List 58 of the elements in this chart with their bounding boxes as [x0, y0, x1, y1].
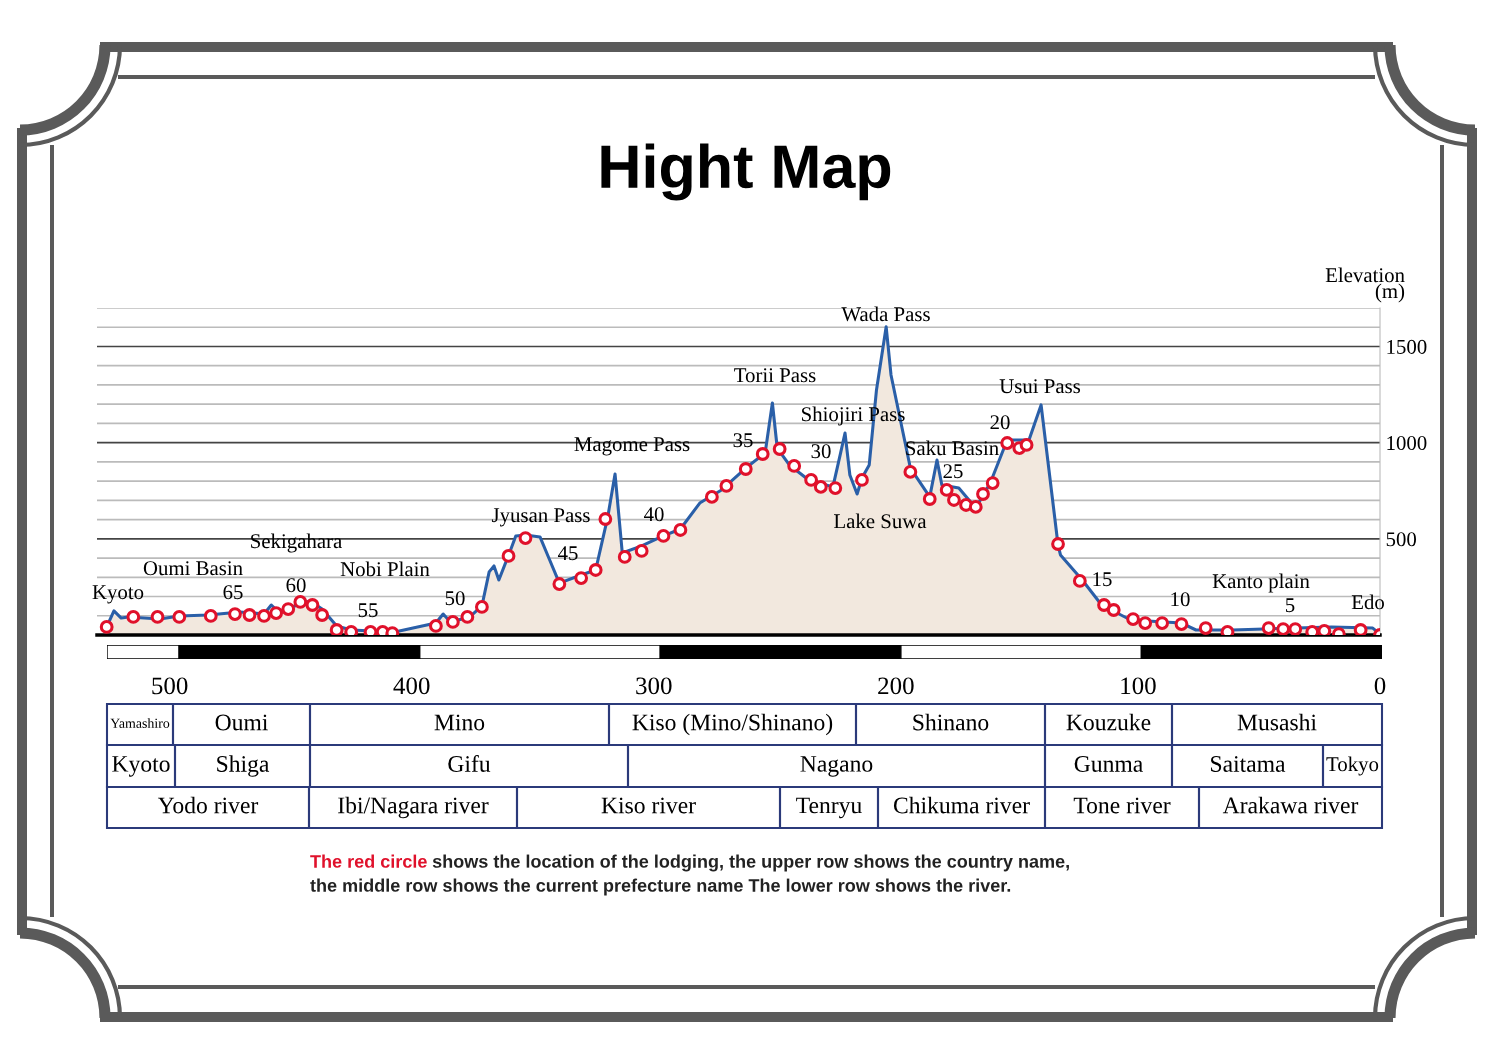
- text: Ibi/Nagara river: [338, 796, 489, 819]
- x-tick-label: 0: [1374, 677, 1386, 695]
- y-axis-title: Elevation (m): [1325, 267, 1405, 303]
- text: Saitama: [1211, 756, 1286, 772]
- text: Tone river: [1073, 797, 1171, 814]
- annotation: 30: [811, 444, 831, 459]
- text: Tenryu: [796, 797, 862, 819]
- text: shows the location of the lodging, the upper row shows the country name,: [432, 854, 1069, 872]
- text: Tokyo: [1326, 756, 1379, 776]
- text: Oumi: [215, 714, 268, 731]
- text: Shiga: [217, 755, 270, 777]
- annotation: Usui Pass: [999, 379, 1081, 394]
- annotation: 45: [557, 546, 578, 561]
- x-tick-label: 300: [636, 677, 672, 695]
- text: Musashi: [1237, 713, 1317, 731]
- x-tick-label: 500: [152, 677, 188, 695]
- annotation: Jyusan Pass: [491, 508, 590, 527]
- text: Chikuma river: [893, 796, 1030, 814]
- y-tick-label: 1500: [1387, 339, 1427, 354]
- annotation: Sekigahara: [251, 533, 342, 553]
- annotation: Kyoto: [92, 585, 144, 604]
- text: Nagano: [800, 756, 873, 777]
- annotation: 5: [1286, 598, 1295, 613]
- annotation: Kanto plain: [1212, 573, 1310, 593]
- text: Gifu: [448, 755, 491, 772]
- annotation: 15: [1093, 572, 1112, 587]
- text: Kouzuke: [1066, 713, 1151, 731]
- y-tick-label: 1000: [1387, 436, 1427, 451]
- annotation: 20: [990, 415, 1010, 430]
- text: The red circle: [310, 854, 427, 868]
- text: Yamashiro: [110, 718, 170, 728]
- text: Kiso river: [601, 797, 696, 814]
- x-tick-label: 200: [878, 677, 914, 695]
- annotation: Lake Suwa: [834, 513, 927, 529]
- text: Yodo river: [157, 796, 259, 814]
- text: Arakawa river: [1222, 796, 1359, 814]
- annotation: 60: [286, 578, 306, 593]
- y-tick-label: 500: [1386, 532, 1417, 547]
- annotation: Torii Pass: [734, 368, 816, 383]
- chart-title: Hight Map: [601, 143, 891, 201]
- annotation: Wada Pass: [841, 306, 930, 322]
- x-tick-label: 400: [393, 677, 430, 695]
- annotation: Oumi Basin: [143, 561, 243, 576]
- annotation: 65: [223, 585, 243, 600]
- x-tick-label: 100: [1121, 677, 1156, 695]
- annotation: 40: [643, 507, 664, 522]
- annotation: 55: [358, 603, 378, 618]
- text: Kyoto: [112, 756, 170, 777]
- text: Shinano: [913, 713, 989, 731]
- annotation: 25: [943, 464, 963, 479]
- text: Mino: [434, 714, 485, 731]
- text: Kiso (Mino/Shinano): [632, 713, 833, 736]
- annotation: 50: [445, 591, 465, 606]
- text: the middle row shows the current prefecture name The lower row shows the river.: [310, 878, 1011, 896]
- annotation: Edo: [1351, 594, 1384, 610]
- annotation: 10: [1171, 592, 1190, 607]
- annotation: Nobi Plain: [340, 561, 430, 577]
- text: Gunma: [1074, 756, 1143, 772]
